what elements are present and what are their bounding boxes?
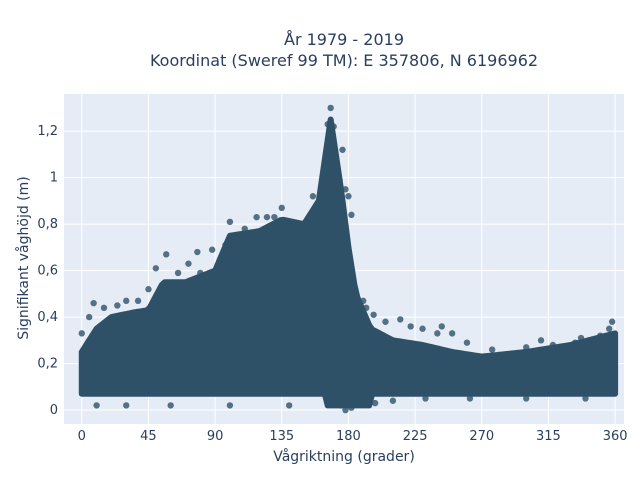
data-point: [271, 213, 278, 221]
data-point: [488, 346, 496, 353]
y-tick-label: 0,8: [37, 217, 58, 232]
data-point: [419, 325, 426, 332]
data-point: [222, 241, 229, 249]
data-point: [325, 162, 333, 170]
plot-area: 0 45 90 135 180 225 270 315 360 0 0,2 0,4 0,6 0,8 1 1,2: [37, 94, 628, 444]
data-point: [330, 123, 337, 130]
data-point: [371, 399, 379, 407]
data-point: [241, 225, 248, 232]
data-point: [434, 330, 441, 337]
x-tick-label: 0: [78, 429, 86, 444]
data-point: [324, 121, 331, 128]
data-point: [194, 248, 201, 256]
data-point: [285, 218, 293, 226]
data-point: [93, 402, 100, 409]
data-point: [324, 146, 331, 153]
y-tick-label: 1,2: [37, 124, 58, 139]
data-point: [327, 141, 334, 149]
y-tick-label: 0,2: [37, 357, 58, 372]
x-tick-label: 180: [336, 429, 361, 444]
data-point: [309, 193, 317, 200]
data-point: [114, 302, 121, 309]
data-point: [100, 304, 108, 312]
data-point: [333, 181, 340, 188]
data-point: [571, 339, 579, 346]
data-point: [163, 251, 170, 258]
data-point: [321, 176, 328, 184]
data-point: [337, 402, 345, 409]
data-point: [389, 397, 397, 404]
data-point: [152, 265, 160, 272]
data-point: [90, 299, 97, 307]
data-point: [78, 330, 85, 337]
data-point: [234, 234, 241, 242]
data-point: [523, 344, 530, 351]
y-tick-label: 1: [50, 171, 58, 186]
data-point: [226, 402, 234, 409]
data-point: [123, 402, 130, 409]
y-tick-label: 0,6: [37, 264, 58, 279]
x-tick-label: 360: [603, 429, 628, 444]
y-tick-label: 0,4: [37, 310, 58, 325]
data-point: [85, 313, 93, 321]
data-point: [608, 318, 616, 325]
data-point: [397, 316, 404, 323]
data-point: [537, 337, 545, 344]
x-tick-label: 90: [207, 429, 224, 444]
data-point: [339, 146, 346, 153]
data-point: [226, 218, 234, 226]
data-point: [422, 395, 429, 402]
data-point: [360, 297, 367, 305]
data-point: [523, 395, 530, 402]
data-point: [327, 104, 334, 112]
x-axis-title: Vågriktning (grader): [273, 448, 415, 465]
data-point: [605, 325, 613, 332]
data-point: [438, 323, 445, 330]
data-point: [382, 318, 389, 325]
x-tick-label: 270: [469, 429, 494, 444]
y-tick-label: 0: [50, 403, 58, 418]
data-point: [197, 269, 204, 277]
data-point: [185, 260, 192, 267]
data-point: [549, 341, 557, 349]
dense-point-cloud: [78, 116, 619, 409]
data-point: [582, 395, 589, 402]
data-point: [263, 213, 271, 221]
data-point: [330, 172, 337, 179]
data-point: [407, 323, 414, 330]
data-point: [145, 286, 152, 293]
y-axis-title: Signifikant våghöjd (m): [15, 176, 32, 339]
data-point: [348, 404, 355, 411]
x-tick-label: 315: [536, 429, 561, 444]
data-point: [342, 186, 349, 193]
data-point: [278, 204, 285, 212]
data-point: [318, 190, 325, 198]
x-tick-label: 135: [269, 429, 294, 444]
data-point: [134, 297, 142, 305]
x-tick-label: 225: [403, 429, 428, 444]
data-point: [167, 402, 174, 409]
data-point: [466, 395, 474, 402]
data-point: [370, 311, 377, 318]
data-point: [305, 220, 312, 228]
data-point: [448, 330, 456, 337]
data-point: [463, 339, 471, 346]
data-point: [577, 334, 585, 342]
data-point: [342, 406, 349, 414]
data-point: [253, 213, 260, 221]
chart-title-line1: År 1979 - 2019: [284, 30, 404, 49]
x-tick-label: 45: [140, 429, 157, 444]
data-point: [123, 297, 130, 305]
chart-title-line2: Koordinat (Sweref 99 TM): E 357806, N 61…: [150, 51, 538, 70]
data-point: [174, 269, 182, 277]
data-point: [363, 304, 370, 312]
data-point: [348, 211, 355, 219]
data-point: [208, 246, 216, 253]
data-point: [285, 402, 293, 409]
data-point: [597, 332, 604, 339]
data-point: [345, 193, 352, 200]
